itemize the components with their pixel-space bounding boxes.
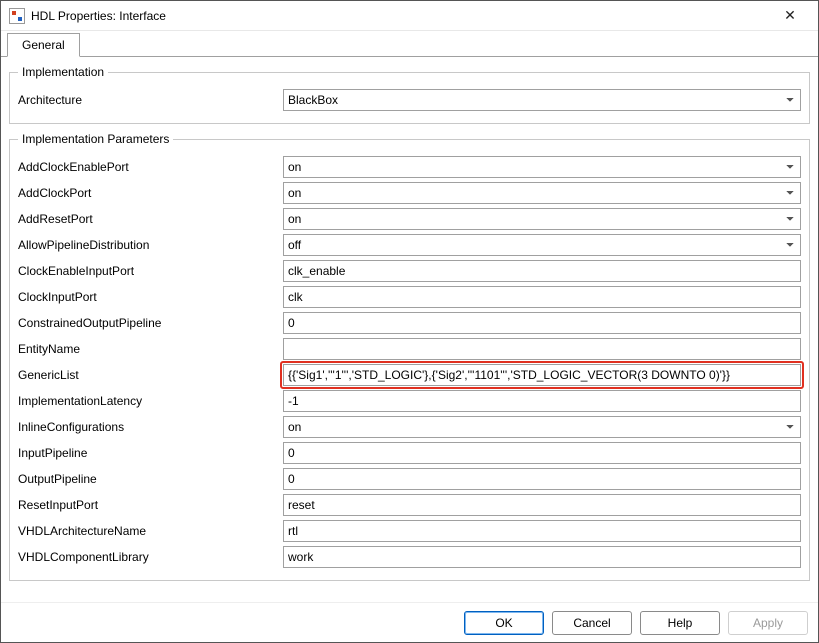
row-clock-input-port: ClockInputPort [18, 286, 801, 308]
vhdl-architecture-name-input[interactable] [283, 520, 801, 542]
row-architecture: Architecture BlackBox [18, 89, 801, 111]
titlebar: HDL Properties: Interface ✕ [1, 1, 818, 31]
label-input-pipeline: InputPipeline [18, 446, 283, 460]
add-clock-enable-port-select[interactable]: on [283, 156, 801, 178]
apply-button[interactable]: Apply [728, 611, 808, 635]
implementation-latency-input[interactable] [283, 390, 801, 412]
row-entity-name: EntityName [18, 338, 801, 360]
group-implementation-legend: Implementation [18, 65, 108, 79]
dialog-footer: OK Cancel Help Apply [1, 602, 818, 642]
label-add-reset-port: AddResetPort [18, 212, 283, 226]
add-clock-port-select[interactable]: on [283, 182, 801, 204]
label-vhdl-component-library: VHDLComponentLibrary [18, 550, 283, 564]
architecture-select[interactable]: BlackBox [283, 89, 801, 111]
row-allow-pipeline-distribution: AllowPipelineDistribution off [18, 234, 801, 256]
row-input-pipeline: InputPipeline [18, 442, 801, 464]
row-implementation-latency: ImplementationLatency [18, 390, 801, 412]
vhdl-component-library-input[interactable] [283, 546, 801, 568]
row-output-pipeline: OutputPipeline [18, 468, 801, 490]
row-generic-list: GenericList [18, 364, 801, 386]
label-architecture: Architecture [18, 93, 283, 107]
app-icon [9, 8, 25, 24]
tab-general[interactable]: General [7, 33, 80, 57]
content-area: Implementation Architecture BlackBox Imp… [1, 57, 818, 602]
ok-button[interactable]: OK [464, 611, 544, 635]
group-implementation-parameters-legend: Implementation Parameters [18, 132, 173, 146]
label-entity-name: EntityName [18, 342, 283, 356]
row-add-clock-enable-port: AddClockEnablePort on [18, 156, 801, 178]
row-vhdl-component-library: VHDLComponentLibrary [18, 546, 801, 568]
label-reset-input-port: ResetInputPort [18, 498, 283, 512]
label-vhdl-architecture-name: VHDLArchitectureName [18, 524, 283, 538]
row-vhdl-architecture-name: VHDLArchitectureName [18, 520, 801, 542]
row-clock-enable-input-port: ClockEnableInputPort [18, 260, 801, 282]
label-add-clock-enable-port: AddClockEnablePort [18, 160, 283, 174]
cancel-button[interactable]: Cancel [552, 611, 632, 635]
reset-input-port-input[interactable] [283, 494, 801, 516]
hdl-properties-window: HDL Properties: Interface ✕ General Impl… [0, 0, 819, 643]
inline-configurations-select[interactable]: on [283, 416, 801, 438]
clock-input-port-input[interactable] [283, 286, 801, 308]
label-output-pipeline: OutputPipeline [18, 472, 283, 486]
label-clock-input-port: ClockInputPort [18, 290, 283, 304]
row-reset-input-port: ResetInputPort [18, 494, 801, 516]
group-implementation-parameters: Implementation Parameters AddClockEnable… [9, 132, 810, 581]
label-allow-pipeline-distribution: AllowPipelineDistribution [18, 238, 283, 252]
add-reset-port-select[interactable]: on [283, 208, 801, 230]
label-inline-configurations: InlineConfigurations [18, 420, 283, 434]
window-title: HDL Properties: Interface [31, 9, 770, 23]
row-add-reset-port: AddResetPort on [18, 208, 801, 230]
constrained-output-pipeline-input[interactable] [283, 312, 801, 334]
label-add-clock-port: AddClockPort [18, 186, 283, 200]
close-icon[interactable]: ✕ [770, 2, 810, 30]
allow-pipeline-distribution-select[interactable]: off [283, 234, 801, 256]
row-add-clock-port: AddClockPort on [18, 182, 801, 204]
label-constrained-output-pipeline: ConstrainedOutputPipeline [18, 316, 283, 330]
output-pipeline-input[interactable] [283, 468, 801, 490]
row-inline-configurations: InlineConfigurations on [18, 416, 801, 438]
generic-list-highlight [283, 364, 801, 386]
generic-list-input[interactable] [283, 364, 801, 386]
row-constrained-output-pipeline: ConstrainedOutputPipeline [18, 312, 801, 334]
label-clock-enable-input-port: ClockEnableInputPort [18, 264, 283, 278]
entity-name-input[interactable] [283, 338, 801, 360]
clock-enable-input-port-input[interactable] [283, 260, 801, 282]
group-implementation: Implementation Architecture BlackBox [9, 65, 810, 124]
help-button[interactable]: Help [640, 611, 720, 635]
input-pipeline-input[interactable] [283, 442, 801, 464]
label-implementation-latency: ImplementationLatency [18, 394, 283, 408]
tab-bar: General [1, 31, 818, 57]
label-generic-list: GenericList [18, 368, 283, 382]
